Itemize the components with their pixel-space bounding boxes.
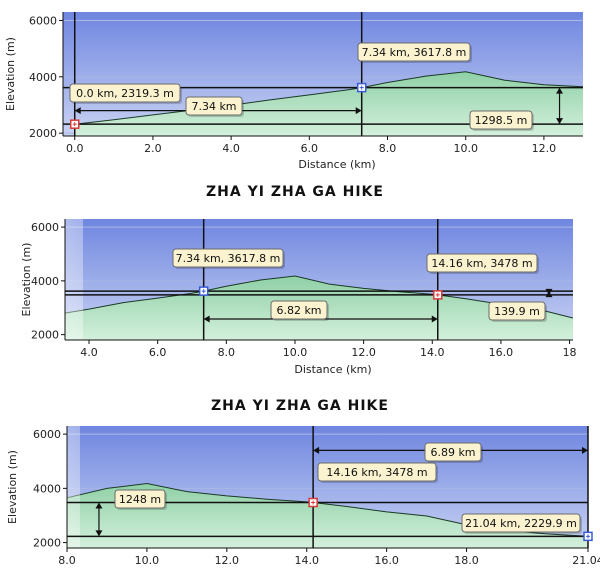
arrow-head <box>556 87 564 94</box>
y-tick-label: 2000 <box>33 537 61 550</box>
x-tick-label: 12.0 <box>351 346 376 359</box>
y-tick-label: 6000 <box>33 428 61 441</box>
elevation-callout-text: 1248 m <box>119 493 161 506</box>
elevation-callout <box>488 301 546 321</box>
point-callout-text: 7.34 km, 3617.8 m <box>362 46 467 59</box>
y-axis-label: Elevation (m) <box>20 243 33 317</box>
x-tick-label: 10.0 <box>453 142 478 155</box>
distance-callout-text: 6.89 km <box>430 446 475 459</box>
x-axis-label: Distance (km) <box>298 158 375 171</box>
y-tick-label: 6000 <box>31 221 59 234</box>
y-axis-label: Elevation (m) <box>4 37 17 111</box>
out-of-range-shade <box>0 219 83 340</box>
point-callout <box>69 83 181 103</box>
point-callout <box>172 248 284 268</box>
y-tick-label: 4000 <box>31 275 59 288</box>
x-tick-label: 12.0 <box>215 554 240 567</box>
elevation-line <box>74 71 584 125</box>
arrow-head <box>556 118 564 125</box>
x-tick-label: 10.0 <box>283 346 308 359</box>
chart-panel-2: 4.0 6.0 8.0 10.0 12.0 14.0 16.0 18 2000 4000 6000 E… <box>0 219 577 376</box>
x-tick-label: 6.0 <box>149 346 167 359</box>
y-tick-label: 6000 <box>29 14 57 27</box>
x-tick-label: 14.0 <box>294 554 319 567</box>
x-tick-label: 4.0 <box>80 346 98 359</box>
x-tick-label: 21.04 <box>572 554 600 567</box>
point-callout-text: 0.0 km, 2319.3 m <box>76 87 174 100</box>
x-tick-label: 8.0 <box>218 346 236 359</box>
point-callout <box>357 42 471 62</box>
arrow-head <box>582 446 588 454</box>
chart-caption: ZHA YI ZHA GA HIKE <box>206 184 384 200</box>
chart-panel-1: 0.0 2.0 4.0 6.0 8.0 10.0 12.0 2000 4000 6000 Eleva… <box>4 12 584 171</box>
arrow-head <box>74 107 81 115</box>
x-tick-label: 8.0 <box>58 554 76 567</box>
arrow-head <box>95 502 103 509</box>
y-tick-label: 2000 <box>31 329 59 342</box>
elevation-callout-text: 139.9 m <box>494 305 540 318</box>
x-tick-label: 0.0 <box>66 142 84 155</box>
distance-callout-text: 7.34 km <box>191 100 236 113</box>
point-callout-text: 14.16 km, 3478 m <box>431 257 532 270</box>
elevation-line <box>64 275 574 319</box>
arrow-head <box>545 288 553 295</box>
x-tick-label: 6.0 <box>301 142 319 155</box>
point-callout-text: 7.34 km, 3617.8 m <box>176 252 281 265</box>
x-axis-label: Distance (km) <box>294 363 371 376</box>
chart-caption: ZHA YI ZHA GA HIKE <box>211 398 389 414</box>
arrow-head <box>203 315 210 323</box>
x-tick-label: 4.0 <box>222 142 240 155</box>
elevation-callout-text: 1298.5 m <box>475 114 528 127</box>
arrow-head <box>313 446 320 454</box>
x-tick-label: 18.0 <box>454 554 479 567</box>
x-tick-label: 16.0 <box>489 346 514 359</box>
x-tick-label: 10.0 <box>135 554 160 567</box>
point-callout <box>317 462 437 482</box>
x-tick-label: 18 <box>563 346 577 359</box>
distance-callout <box>270 300 328 320</box>
elevation-callout <box>114 489 166 509</box>
x-tick-label: 16.0 <box>374 554 399 567</box>
y-tick-label: 2000 <box>29 127 57 140</box>
x-tick-label: 8.0 <box>379 142 397 155</box>
point-callout <box>426 253 538 273</box>
arrow-head <box>355 107 362 115</box>
x-tick-label: 2.0 <box>144 142 162 155</box>
distance-callout-text: 6.82 km <box>276 304 321 317</box>
x-tick-label: 12.0 <box>532 142 557 155</box>
arrow-head <box>95 530 103 537</box>
point-callout <box>461 513 581 533</box>
distance-callout <box>185 96 243 116</box>
chart-panel-3: 8.0 10.0 12.0 14.0 16.0 18.0 21.04 2000 4000 6000… <box>0 426 600 567</box>
y-axis-label: Elevation (m) <box>6 450 19 524</box>
y-tick-label: 4000 <box>33 482 61 495</box>
x-tick-label: 14.0 <box>420 346 445 359</box>
elevation-area <box>67 483 588 548</box>
elevation-callout <box>469 110 533 130</box>
y-tick-label: 4000 <box>29 71 57 84</box>
arrow-head <box>431 315 438 323</box>
point-callout-text: 14.16 km, 3478 m <box>326 466 427 479</box>
point-callout-text: 21.04 km, 2229.9 m <box>465 517 577 530</box>
distance-callout <box>424 442 482 462</box>
